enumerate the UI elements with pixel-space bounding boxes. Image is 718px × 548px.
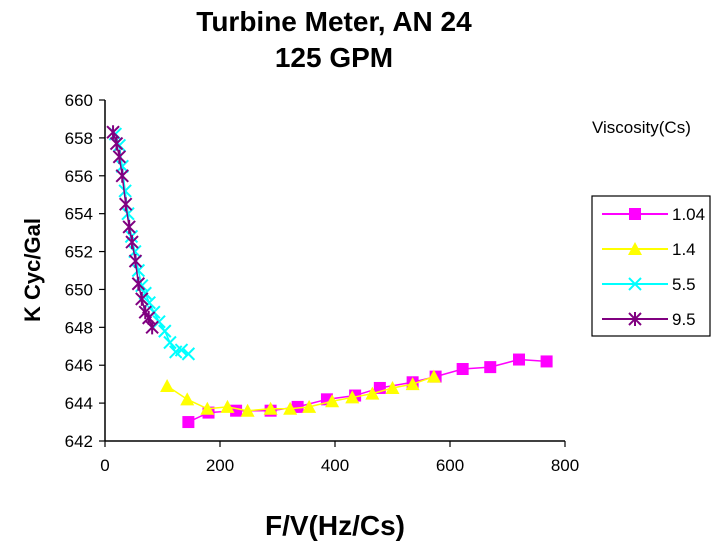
- data-point: [123, 220, 135, 234]
- y-tick-label: 644: [65, 394, 93, 413]
- data-point: [146, 320, 158, 334]
- legend-marker: [629, 208, 641, 220]
- x-tick-label: 800: [551, 456, 579, 475]
- data-point: [180, 392, 194, 405]
- x-axis-label: F/V(Hz/Cs): [265, 510, 405, 541]
- y-axis-label: K Cyc/Gal: [20, 218, 45, 322]
- x-tick-label: 0: [100, 456, 109, 475]
- x-tick-label: 200: [206, 456, 234, 475]
- data-point: [457, 363, 469, 375]
- y-tick-label: 654: [65, 205, 93, 224]
- legend-label: 5.5: [672, 275, 696, 294]
- data-point: [484, 361, 496, 373]
- data-point: [120, 197, 132, 211]
- legend-title: Viscosity(Cs): [592, 118, 691, 137]
- legend-label: 1.04: [672, 205, 705, 224]
- data-point: [513, 354, 525, 366]
- y-tick-label: 646: [65, 356, 93, 375]
- y-tick-label: 660: [65, 91, 93, 110]
- data-point: [129, 254, 141, 268]
- legend: 1.04 1.4 5.5 9.5: [592, 196, 710, 336]
- y-tick-label: 648: [65, 318, 93, 337]
- x-tick-label: 600: [436, 456, 464, 475]
- data-point: [541, 355, 553, 367]
- data-point: [182, 416, 194, 428]
- y-tick-label: 658: [65, 129, 93, 148]
- y-tick-label: 650: [65, 280, 93, 299]
- data-point: [160, 379, 174, 392]
- y-tick-label: 642: [65, 432, 93, 451]
- legend-label: 9.5: [672, 310, 696, 329]
- x-tick-label: 400: [321, 456, 349, 475]
- series-1-04: [182, 354, 552, 429]
- data-point: [132, 265, 144, 277]
- data-point: [116, 169, 128, 183]
- y-tick-label: 656: [65, 167, 93, 186]
- data-point: [113, 150, 125, 164]
- legend-label: 1.4: [672, 240, 696, 259]
- y-tick-label: 652: [65, 243, 93, 262]
